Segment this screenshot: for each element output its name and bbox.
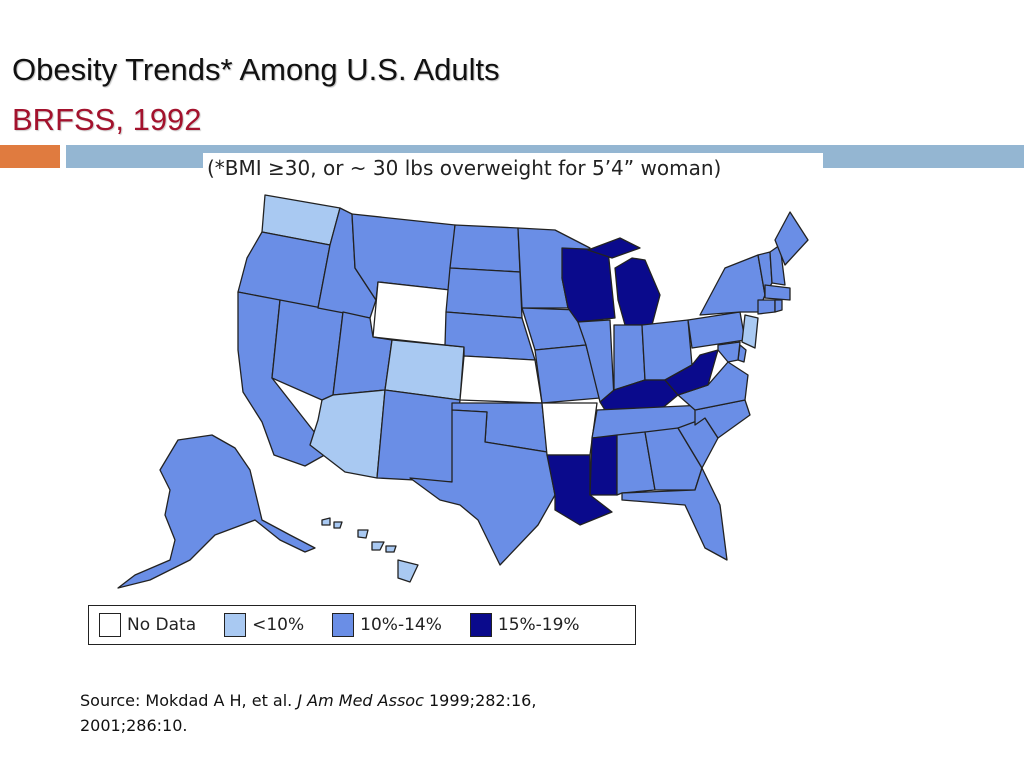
legend-swatch — [469, 613, 492, 637]
legend-label: 10%-14% — [360, 615, 442, 635]
legend-label: 15%-19% — [497, 615, 580, 635]
legend-item-lt10: <10% — [224, 613, 304, 637]
state-me — [774, 211, 809, 266]
state-ri — [774, 299, 783, 313]
legend-label: <10% — [252, 615, 305, 635]
state-ms — [589, 434, 618, 496]
legend-swatch — [224, 613, 247, 637]
state-al — [616, 431, 656, 496]
state-mi — [587, 237, 661, 326]
state-tx — [409, 409, 556, 566]
state-ar — [541, 402, 598, 456]
state-nd — [449, 224, 521, 273]
legend-item-10-14: 10%-14% — [332, 613, 442, 637]
slide-title: Obesity Trends* Among U.S. Adults — [12, 52, 500, 87]
accent-bar — [0, 145, 60, 168]
legend-swatch — [99, 613, 121, 637]
state-ct — [757, 299, 776, 315]
state-ny — [699, 254, 766, 316]
state-la — [546, 454, 613, 526]
state-ks — [459, 355, 543, 404]
state-nv — [271, 299, 344, 401]
state-nm — [376, 389, 461, 483]
state-in — [613, 324, 646, 391]
legend-label: No Data — [127, 615, 197, 635]
map-legend: No Data <10% 10%-14% 15%-19% — [88, 605, 636, 645]
source-journal: J Am Med Assoc — [297, 691, 424, 710]
state-hi — [321, 517, 419, 583]
state-md — [717, 341, 741, 363]
source-line2: 2001;286:10. — [80, 716, 188, 735]
source-prefix: Source: Mokdad A H, et al. — [80, 691, 298, 710]
state-sd — [445, 267, 523, 319]
state-wi — [561, 247, 616, 323]
legend-item-15-19: 15%-19% — [469, 613, 580, 637]
bmi-note: (*BMI ≥30, or ~ 30 lbs overweight for 5’… — [203, 153, 823, 183]
state-nj — [741, 314, 759, 349]
state-fl — [621, 467, 728, 561]
source-citation: Source: Mokdad A H, et al. J Am Med Asso… — [80, 688, 700, 738]
legend-item-no-data: No Data — [99, 613, 196, 637]
slide-subtitle: BRFSS, 1992 — [12, 102, 202, 137]
state-wy — [372, 281, 451, 346]
state-az — [309, 389, 386, 479]
state-ma — [764, 284, 791, 301]
source-suffix: 1999;282:16, — [423, 691, 537, 710]
legend-swatch — [332, 613, 355, 637]
state-ak — [117, 434, 316, 589]
